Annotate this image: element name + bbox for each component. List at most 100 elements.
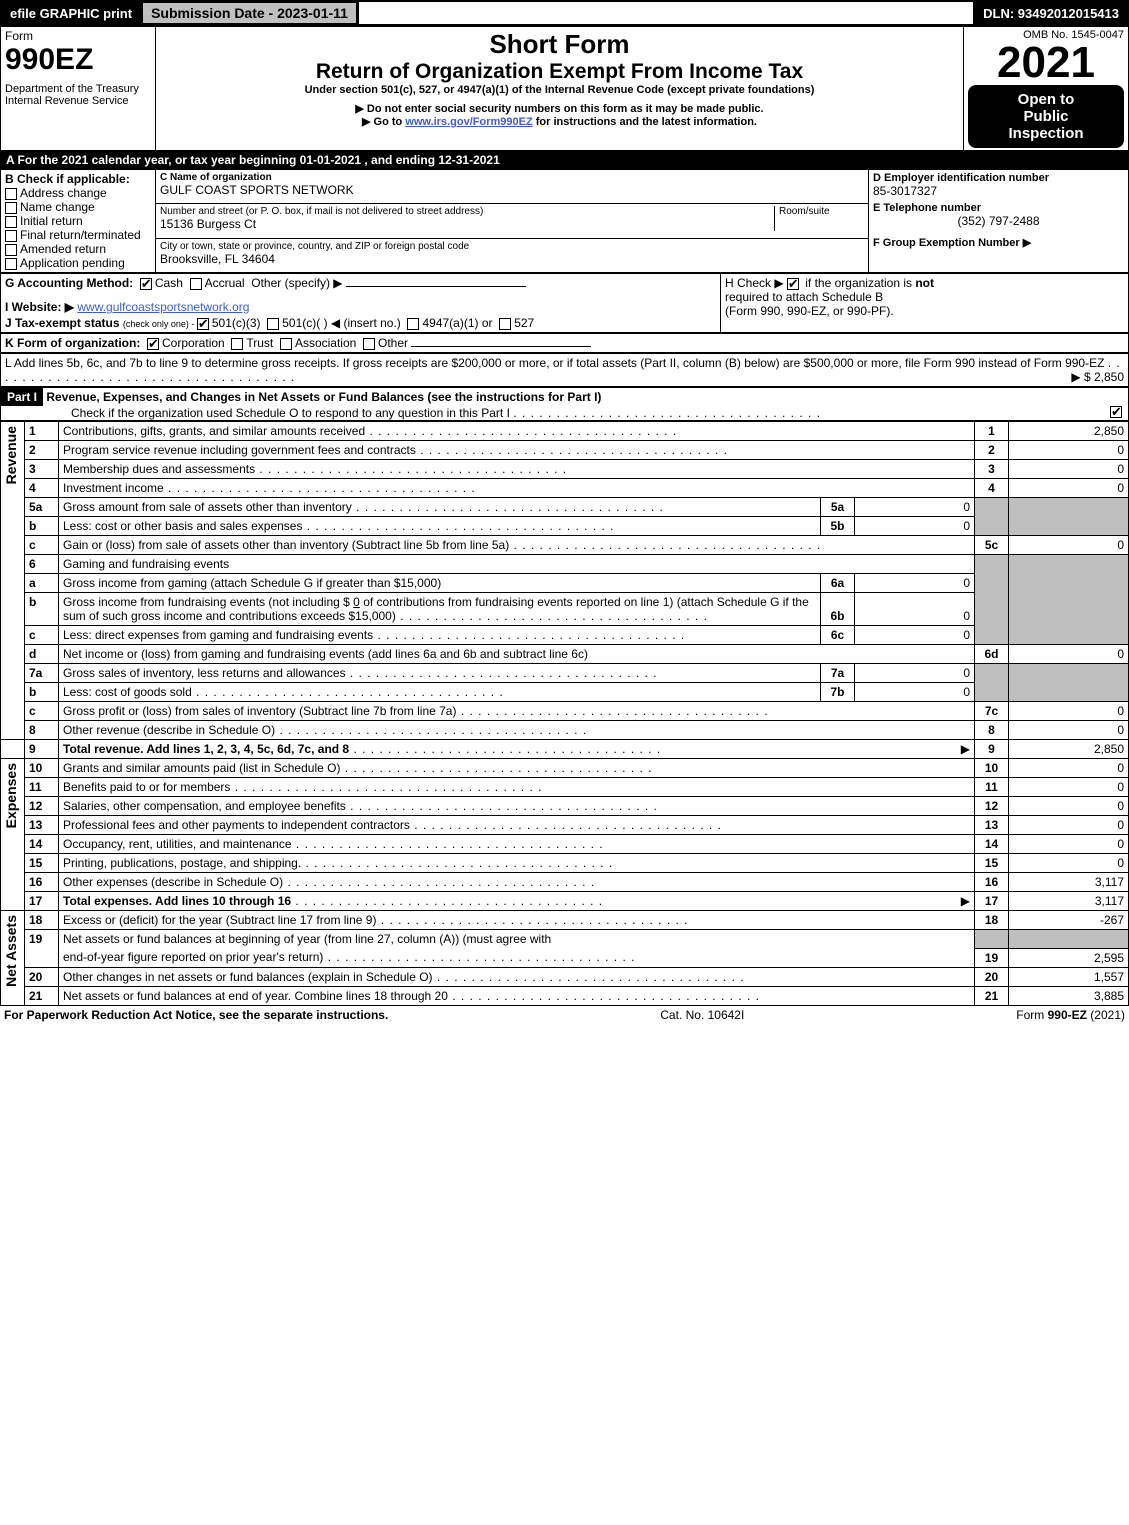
l17-num: 17 <box>25 892 59 911</box>
i-label: I Website: ▶ <box>5 300 74 314</box>
header-table: Form 990EZ Department of the Treasury In… <box>0 26 1129 151</box>
l1-desc: Contributions, gifts, grants, and simila… <box>59 422 975 441</box>
l20-desc: Other changes in net assets or fund bala… <box>59 967 975 986</box>
l7c-amt: 0 <box>1009 702 1129 721</box>
l2-num: 2 <box>25 441 59 460</box>
k-corp-check[interactable] <box>147 338 159 350</box>
h-pre: H Check ▶ <box>725 276 787 290</box>
part1-dots <box>513 406 821 420</box>
open-line1: Open to <box>972 91 1120 108</box>
street-value: 15136 Burgess Ct <box>160 217 774 231</box>
b-final-return[interactable]: Final return/terminated <box>5 228 151 242</box>
j-501c-check[interactable] <box>267 318 279 330</box>
e-label: E Telephone number <box>873 202 1124 214</box>
l4-num: 4 <box>25 479 59 498</box>
irs-label: Internal Revenue Service <box>5 95 151 107</box>
b-amended-return[interactable]: Amended return <box>5 242 151 256</box>
h-check[interactable] <box>787 278 799 290</box>
l15-amt: 0 <box>1009 854 1129 873</box>
short-form-title: Short Form <box>160 29 959 60</box>
j-527-check[interactable] <box>499 318 511 330</box>
footer-mid: Cat. No. 10642I <box>660 1008 744 1022</box>
l6c-num: c <box>25 626 59 645</box>
efile-print[interactable]: efile GRAPHIC print <box>2 2 140 24</box>
l5b-desc: Less: cost or other basis and sales expe… <box>59 517 821 536</box>
tax-year: 2021 <box>968 41 1124 85</box>
l9-arrow: ▶ <box>961 742 970 756</box>
l9-num: 9 <box>25 740 59 759</box>
part1-check-text: Check if the organization used Schedule … <box>71 406 510 420</box>
l2-ln: 2 <box>975 441 1009 460</box>
b-application-pending[interactable]: Application pending <box>5 256 151 270</box>
k-other-line[interactable] <box>411 346 591 347</box>
g-label: G Accounting Method: <box>5 276 133 290</box>
l7a-sa: 0 <box>855 664 975 683</box>
l17-desc: Total expenses. Add lines 10 through 16 … <box>59 892 975 911</box>
l5a-sa: 0 <box>855 498 975 517</box>
b-init-text: Initial return <box>20 214 83 228</box>
l16-num: 16 <box>25 873 59 892</box>
top-spacer <box>359 2 973 24</box>
l19-desc2: end-of-year figure reported on prior yea… <box>59 948 975 967</box>
k-trust-check[interactable] <box>231 338 243 350</box>
l6d-amt: 0 <box>1009 645 1129 664</box>
l12-ln: 12 <box>975 797 1009 816</box>
j-501c3-check[interactable] <box>197 318 209 330</box>
l8-num: 8 <box>25 721 59 740</box>
l5c-desc: Gain or (loss) from sale of assets other… <box>59 536 975 555</box>
b-name-change[interactable]: Name change <box>5 200 151 214</box>
k-other-check[interactable] <box>363 338 375 350</box>
j-4947-check[interactable] <box>407 318 419 330</box>
g-accrual-check[interactable] <box>190 278 202 290</box>
k-trust: Trust <box>246 336 273 350</box>
b-initial-return[interactable]: Initial return <box>5 214 151 228</box>
open-public-box: Open to Public Inspection <box>968 85 1124 148</box>
expenses-vlabel-cell: Expenses <box>1 759 25 911</box>
l9-ln: 9 <box>975 740 1009 759</box>
b-address-change[interactable]: Address change <box>5 186 151 200</box>
website-link[interactable]: www.gulfcoastsportsnetwork.org <box>77 300 249 314</box>
title-cell: Short Form Return of Organization Exempt… <box>156 27 964 151</box>
part1-schedule-o-check[interactable] <box>1110 406 1122 418</box>
c-name-cell: C Name of organization GULF COAST SPORTS… <box>156 170 869 204</box>
l7a-sl: 7a <box>821 664 855 683</box>
l18-num: 18 <box>25 911 59 930</box>
g-other-line[interactable] <box>346 286 526 287</box>
l3-desc: Membership dues and assessments <box>59 460 975 479</box>
l5a-desc: Gross amount from sale of assets other t… <box>59 498 821 517</box>
l5ab-grey2 <box>1009 498 1129 536</box>
l7c-ln: 7c <box>975 702 1009 721</box>
l6c-desc: Less: direct expenses from gaming and fu… <box>59 626 821 645</box>
l21-num: 21 <box>25 986 59 1005</box>
expenses-vlabel: Expenses <box>1 759 21 832</box>
l8-ln: 8 <box>975 721 1009 740</box>
l16-ln: 16 <box>975 873 1009 892</box>
l6d-desc: Net income or (loss) from gaming and fun… <box>59 645 975 664</box>
g-cash-text: Cash <box>155 276 183 290</box>
b-app-text: Application pending <box>20 256 125 270</box>
l13-num: 13 <box>25 816 59 835</box>
k-table: K Form of organization: Corporation Trus… <box>0 333 1129 353</box>
l19-num: 19 <box>25 930 59 968</box>
l21-ln: 21 <box>975 986 1009 1005</box>
lines-table: Revenue 1 Contributions, gifts, grants, … <box>0 421 1129 1006</box>
l6b-sl: 6b <box>821 593 855 626</box>
l14-desc: Occupancy, rent, utilities, and maintena… <box>59 835 975 854</box>
l3-amt: 0 <box>1009 460 1129 479</box>
l7ab-grey <box>975 664 1009 702</box>
form-label: Form <box>5 29 151 43</box>
k-assoc-check[interactable] <box>280 338 292 350</box>
b-label: B Check if applicable: <box>5 172 151 186</box>
l6-grey2 <box>1009 555 1129 645</box>
l10-desc: Grants and similar amounts paid (list in… <box>59 759 975 778</box>
l8-amt: 0 <box>1009 721 1129 740</box>
l20-ln: 20 <box>975 967 1009 986</box>
l6d-ln: 6d <box>975 645 1009 664</box>
l5ab-grey <box>975 498 1009 536</box>
dln: DLN: 93492012015413 <box>975 2 1127 24</box>
g-cash-check[interactable] <box>140 278 152 290</box>
irs-link[interactable]: www.irs.gov/Form990EZ <box>405 116 532 128</box>
l21-amt: 3,885 <box>1009 986 1129 1005</box>
l1-amt: 2,850 <box>1009 422 1129 441</box>
footer: For Paperwork Reduction Act Notice, see … <box>0 1006 1129 1024</box>
